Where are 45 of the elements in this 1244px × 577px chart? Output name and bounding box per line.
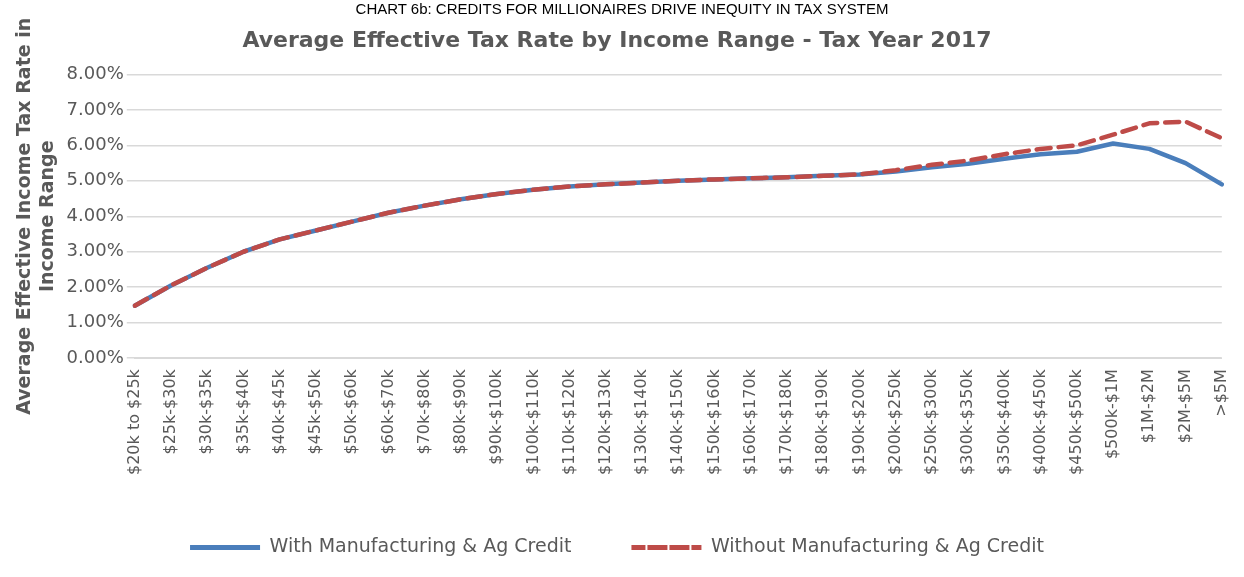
x-tick-label: $80k-$90k bbox=[450, 368, 470, 455]
x-tick-label: $100k-$110k bbox=[522, 368, 542, 475]
x-tick-label: $130k-$140k bbox=[631, 368, 651, 475]
x-tick-label: $110k-$120k bbox=[558, 368, 578, 475]
x-tick-label: $20k to $25k bbox=[123, 368, 143, 475]
x-tick-label: $160k-$170k bbox=[739, 368, 759, 475]
y-tick-label: 2.00% bbox=[66, 274, 124, 296]
x-tick-label: $70k-$80k bbox=[413, 368, 433, 455]
y-tick-label: 3.00% bbox=[66, 239, 124, 261]
x-tick-label: $1M-$2M bbox=[1138, 369, 1158, 444]
x-tick-label: $250k-$300k bbox=[921, 368, 941, 475]
x-tick-label: $60k-$70k bbox=[377, 368, 397, 455]
y-axis-title: Average Effective Income Tax Rate in Income Range bbox=[12, 17, 58, 415]
y-tick-label: 6.00% bbox=[66, 133, 124, 155]
x-tick-label: $120k-$130k bbox=[594, 368, 614, 475]
y-tick-label: 8.00% bbox=[66, 62, 124, 84]
caption: CHART 6b: CREDITS FOR MILLIONAIRES DRIVE INEQUITY IN TAX SYSTEM bbox=[354, 0, 890, 18]
x-tick-label: $190k-$200k bbox=[848, 368, 868, 475]
y-tick-label: 0.00% bbox=[66, 345, 124, 367]
legend-label: With Manufacturing & Ag Credit bbox=[269, 534, 572, 557]
x-tick-label: $400k-$450k bbox=[1029, 368, 1049, 475]
y-tick-label: 1.00% bbox=[66, 310, 124, 332]
x-tick-label: $50k-$60k bbox=[341, 368, 361, 455]
x-tick-label: $200k-$250k bbox=[884, 368, 904, 475]
x-tick-label: $30k-$35k bbox=[196, 368, 216, 455]
legend-label: Without Manufacturing & Ag Credit bbox=[710, 534, 1044, 557]
x-tick-label: $450k-$500k bbox=[1066, 368, 1086, 475]
x-tick-label: $170k-$180k bbox=[776, 368, 796, 475]
y-tick-label: 7.00% bbox=[66, 97, 124, 119]
x-tick-label: $300k-$350k bbox=[957, 368, 977, 475]
x-tick-label: $140k-$150k bbox=[667, 368, 687, 475]
x-tick-label: $45k-$50k bbox=[305, 368, 325, 455]
chart-title: Average Effective Tax Rate by Income Range - Tax Year 2017 bbox=[242, 26, 992, 52]
x-tick-label: $35k-$40k bbox=[232, 368, 252, 455]
x-tick-label: $350k-$400k bbox=[993, 368, 1013, 475]
y-tick-label: 5.00% bbox=[66, 168, 124, 190]
x-tick-label: >$5M bbox=[1210, 369, 1230, 417]
x-tick-label: $25k-$30k bbox=[160, 368, 180, 455]
x-tick-label: $90k-$100k bbox=[486, 368, 506, 465]
x-tick-label: $2M-$5M bbox=[1174, 369, 1194, 444]
x-tick-label: $150k-$160k bbox=[703, 368, 723, 475]
x-tick-label: $40k-$45k bbox=[268, 368, 288, 455]
y-tick-label: 4.00% bbox=[66, 203, 124, 225]
x-tick-label: $500k-$1M bbox=[1102, 369, 1122, 460]
x-tick-label: $180k-$190k bbox=[812, 368, 832, 475]
